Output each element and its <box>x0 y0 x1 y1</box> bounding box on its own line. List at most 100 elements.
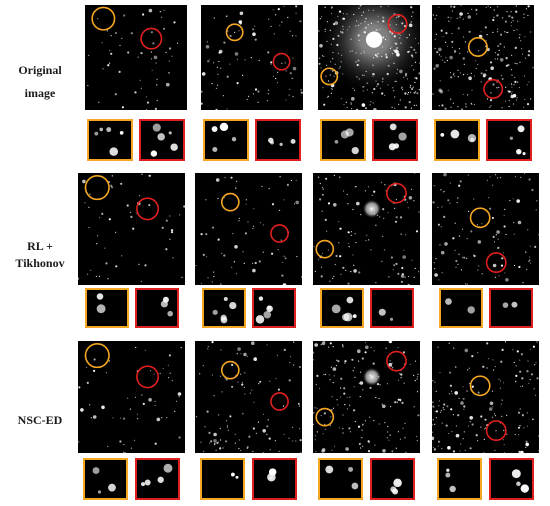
star <box>224 176 226 179</box>
star <box>404 74 407 77</box>
star <box>251 341 255 345</box>
star <box>492 235 495 238</box>
star <box>375 28 378 32</box>
star <box>399 34 401 36</box>
star <box>213 395 215 397</box>
star-field-image <box>318 5 420 110</box>
star <box>289 89 291 91</box>
star <box>457 414 460 417</box>
zoomed-star <box>268 137 274 144</box>
star <box>374 53 377 57</box>
star <box>497 238 499 240</box>
star <box>469 447 472 450</box>
star <box>432 14 434 16</box>
star <box>252 427 255 430</box>
star <box>324 373 327 375</box>
star <box>104 247 106 249</box>
zoomed-star <box>331 304 341 314</box>
star <box>523 106 525 108</box>
star <box>494 415 496 417</box>
star <box>326 40 328 42</box>
star <box>471 423 474 426</box>
star <box>361 103 366 107</box>
star <box>399 438 402 440</box>
star <box>229 415 232 418</box>
star <box>413 69 415 71</box>
star <box>333 75 335 77</box>
star <box>399 216 403 219</box>
star <box>401 401 404 404</box>
star <box>480 426 482 428</box>
star <box>458 235 461 237</box>
star <box>464 283 467 285</box>
star <box>273 33 275 35</box>
star <box>101 405 105 410</box>
star <box>485 419 487 421</box>
red-zoom-thumbnail <box>252 458 297 500</box>
star <box>532 419 534 421</box>
star <box>206 41 208 43</box>
star <box>415 230 419 233</box>
star <box>391 106 393 108</box>
star <box>407 93 409 95</box>
star <box>107 445 109 447</box>
star <box>108 218 111 221</box>
star <box>283 255 285 257</box>
star <box>452 450 456 453</box>
star <box>435 410 438 413</box>
star <box>254 88 258 91</box>
star <box>376 383 380 386</box>
star <box>267 51 270 54</box>
star <box>500 360 503 363</box>
star <box>318 62 321 65</box>
star <box>366 234 368 236</box>
star <box>219 427 221 430</box>
star <box>496 58 499 60</box>
star <box>205 199 207 201</box>
star <box>348 246 350 248</box>
star <box>462 256 464 258</box>
star <box>518 450 521 453</box>
star <box>289 361 291 364</box>
star <box>229 63 231 65</box>
star <box>458 397 460 399</box>
star <box>499 380 501 382</box>
star <box>500 264 504 267</box>
star <box>447 446 451 450</box>
star <box>336 43 339 47</box>
star <box>369 374 371 376</box>
star <box>529 262 531 264</box>
star <box>467 73 469 76</box>
star <box>486 34 488 36</box>
star <box>437 223 440 226</box>
star <box>370 346 372 349</box>
star <box>347 231 350 234</box>
star <box>346 408 349 410</box>
star <box>283 5 285 7</box>
star <box>415 104 417 106</box>
star <box>316 407 318 409</box>
star <box>400 377 402 379</box>
star <box>410 21 412 23</box>
star <box>385 53 388 56</box>
star <box>290 179 292 182</box>
star <box>368 9 370 11</box>
star <box>352 254 354 256</box>
star <box>332 407 335 409</box>
star <box>334 63 336 65</box>
star <box>472 386 474 389</box>
star <box>252 93 254 95</box>
star <box>382 404 386 409</box>
star <box>266 100 268 102</box>
star <box>129 408 131 410</box>
star <box>235 273 238 275</box>
star <box>172 257 174 259</box>
star <box>531 188 534 192</box>
star <box>135 346 137 349</box>
star <box>399 99 401 101</box>
star <box>489 6 492 9</box>
star <box>435 33 437 35</box>
star <box>326 96 329 98</box>
star <box>519 408 521 410</box>
star <box>332 37 335 41</box>
